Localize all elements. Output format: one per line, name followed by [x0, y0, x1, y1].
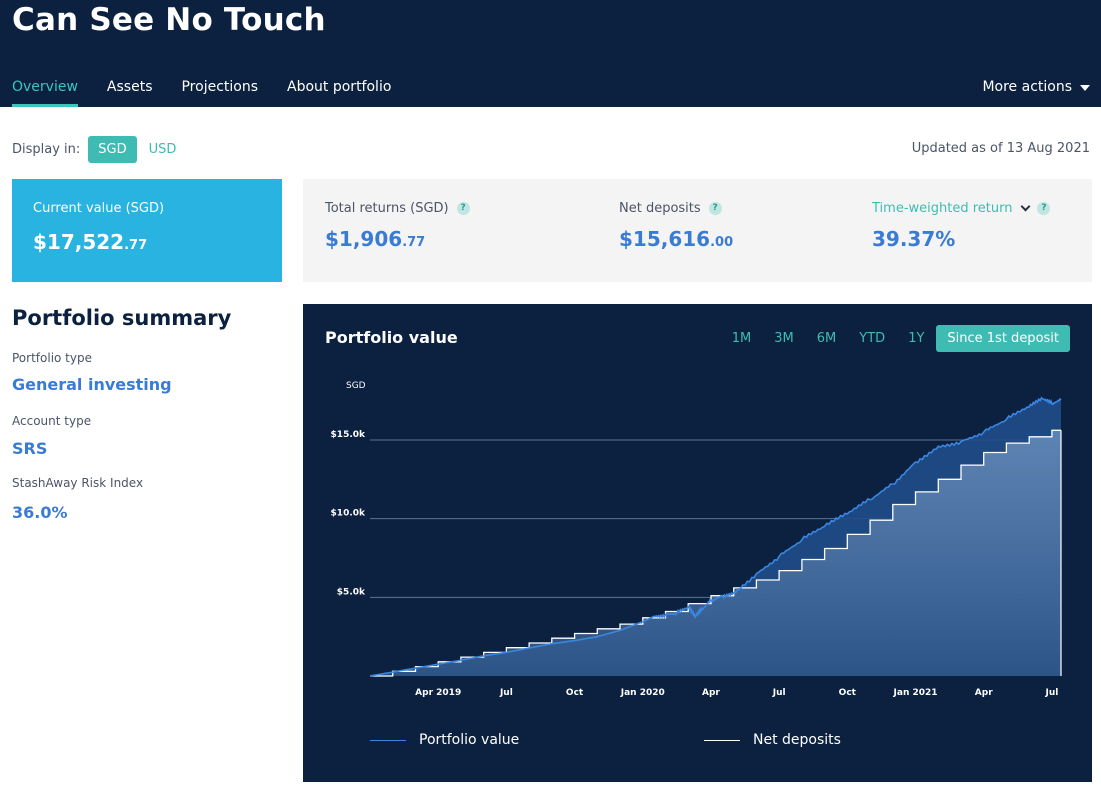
current-value-whole: $17,522 [33, 230, 125, 254]
portfolio-type-value: General investing [12, 375, 172, 394]
total-returns-value: $1,906.77 [325, 227, 470, 251]
risk-index-value: 36.0% [12, 503, 68, 522]
page-title: Can See No Touch [12, 2, 326, 38]
portfolio-summary-title: Portfolio summary [12, 306, 232, 330]
x-tick-label: Jul [499, 688, 513, 698]
currency-sgd-button[interactable]: SGD [88, 136, 137, 163]
total-returns-whole: $1,906 [325, 227, 403, 251]
portfolio-value-line [369, 396, 1062, 677]
currency-usd-button[interactable]: USD [148, 142, 177, 157]
time-range-selector: 1M 3M 6M YTD 1Y Since 1st deposit [720, 325, 1070, 352]
help-icon[interactable]: ? [708, 202, 722, 215]
top-header: Can See No Touch Overview Assets Project… [0, 0, 1101, 107]
x-tick-label: Jul [1044, 688, 1058, 698]
chevron-down-icon[interactable] [1021, 201, 1031, 212]
more-actions-label: More actions [982, 79, 1072, 95]
more-actions-button[interactable]: More actions [982, 79, 1090, 95]
legend-label: Portfolio value [419, 732, 520, 748]
tab-about-portfolio[interactable]: About portfolio [287, 79, 392, 95]
portfolio-value-chart-panel: SGD $5.0k $10.0k $15.0k Apr 2019 Jul Oct Jan 20… [303, 304, 1092, 782]
tab-overview[interactable]: Overview [12, 79, 78, 107]
x-tick-label: Jul [772, 688, 786, 698]
range-3m-button[interactable]: 3M [774, 331, 794, 346]
twr-value: 39.37% [872, 227, 956, 251]
range-6m-button[interactable]: 6M [816, 331, 837, 346]
net-deposits-whole: $15,616 [619, 227, 711, 251]
help-icon[interactable]: ? [456, 202, 470, 215]
x-tick-label: Oct [566, 688, 584, 698]
x-tick-label: Apr [975, 688, 993, 698]
chart-title: Portfolio value [325, 328, 458, 347]
legend-swatch [704, 739, 740, 741]
legend-label: Net deposits [753, 732, 841, 748]
net-deposits-area [370, 430, 1061, 676]
risk-index-label: StashAway Risk Index [12, 476, 144, 490]
x-tick-label: Jan 2020 [620, 688, 665, 698]
total-returns-label-row: Total returns (SGD) ? [325, 201, 470, 216]
portfolio-summary: Portfolio summary Portfolio type General… [12, 306, 282, 522]
help-icon[interactable]: ? [1037, 202, 1051, 215]
current-value-card: Current value (SGD) $17,522.77 [12, 179, 282, 282]
total-returns-label: Total returns (SGD) [325, 201, 449, 216]
x-tick-label: Apr [702, 688, 720, 698]
tab-projections[interactable]: Projections [181, 79, 259, 95]
y-tick-label: $15.0k [331, 430, 366, 440]
stat-total-returns: Total returns (SGD) ? $1,906.77 [325, 201, 470, 251]
current-value-label: Current value (SGD) [33, 201, 165, 216]
range-since-first-deposit-button[interactable]: Since 1st deposit [936, 325, 1070, 352]
current-value-cents: .77 [124, 238, 148, 253]
net-deposits-label: Net deposits [619, 201, 701, 216]
stat-net-deposits: Net deposits ? $15,616.00 [619, 201, 733, 251]
tab-assets[interactable]: Assets [106, 79, 153, 95]
portfolio-type-label: Portfolio type [12, 351, 92, 365]
range-1y-button[interactable]: 1Y [908, 331, 925, 346]
y-axis-title: SGD [346, 381, 366, 391]
x-tick-label: Oct [839, 688, 857, 698]
stats-card: Total returns (SGD) ? $1,906.77 Net depo… [303, 179, 1092, 282]
portfolio-value-chart: SGD $5.0k $10.0k $15.0k Apr 2019 Jul Oct Jan 20… [331, 381, 1062, 698]
display-in-label: Display in: [12, 142, 81, 157]
range-1m-button[interactable]: 1M [731, 331, 752, 346]
account-type-value: SRS [12, 439, 48, 458]
twr-label-row: Time-weighted return ? [872, 201, 1051, 216]
twr-dropdown-label[interactable]: Time-weighted return [872, 201, 1013, 216]
x-tick-label: Apr 2019 [415, 688, 461, 698]
tab-bar: Overview Assets Projections About portfo… [12, 79, 420, 107]
total-returns-cents: .77 [402, 235, 426, 250]
net-deposits-cents: .00 [710, 235, 734, 250]
legend-net-deposits: Net deposits [704, 732, 841, 748]
net-deposits-value: $15,616.00 [619, 227, 733, 251]
currency-selector: Display in: SGD USD [12, 136, 188, 163]
y-tick-label: $5.0k [337, 587, 366, 597]
legend-portfolio-value: Portfolio value [370, 732, 519, 748]
legend-swatch [370, 739, 406, 741]
updated-timestamp: Updated as of 13 Aug 2021 [911, 141, 1090, 156]
stat-time-weighted-return: Time-weighted return ? 39.37% [872, 201, 1051, 251]
x-tick-label: Jan 2021 [893, 688, 938, 698]
caret-down-icon [1080, 85, 1090, 91]
current-value-amount: $17,522.77 [33, 230, 147, 254]
range-ytd-button[interactable]: YTD [859, 331, 886, 346]
y-tick-label: $10.0k [331, 509, 366, 519]
net-deposits-label-row: Net deposits ? [619, 201, 733, 216]
account-type-label: Account type [12, 414, 92, 428]
